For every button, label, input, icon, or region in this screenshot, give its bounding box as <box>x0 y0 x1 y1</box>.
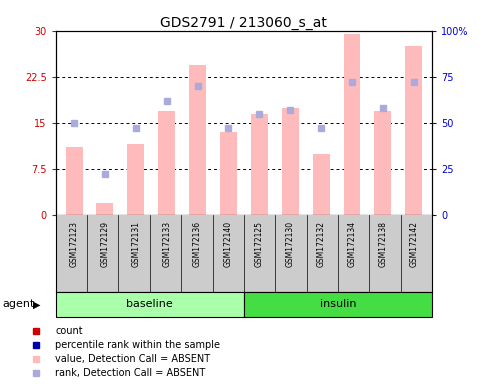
Bar <box>282 108 298 215</box>
Bar <box>313 154 329 215</box>
Bar <box>97 203 114 215</box>
Bar <box>189 65 206 215</box>
Text: GSM172140: GSM172140 <box>224 221 233 267</box>
Text: baseline: baseline <box>127 299 173 310</box>
Text: insulin: insulin <box>320 299 356 310</box>
Text: GSM172136: GSM172136 <box>193 221 202 267</box>
Bar <box>343 34 360 215</box>
Text: percentile rank within the sample: percentile rank within the sample <box>55 340 220 350</box>
Text: GSM172129: GSM172129 <box>100 221 110 267</box>
Bar <box>56 292 244 317</box>
Text: GSM172134: GSM172134 <box>347 221 356 267</box>
Bar <box>220 132 237 215</box>
Bar <box>374 111 391 215</box>
Bar <box>158 111 175 215</box>
Text: agent: agent <box>2 299 35 310</box>
Text: GSM172138: GSM172138 <box>378 221 387 267</box>
Text: GSM172142: GSM172142 <box>409 221 418 267</box>
Text: GSM172123: GSM172123 <box>70 221 79 267</box>
Text: value, Detection Call = ABSENT: value, Detection Call = ABSENT <box>55 354 211 364</box>
Text: GSM172133: GSM172133 <box>162 221 171 267</box>
Bar <box>128 144 144 215</box>
Text: GSM172125: GSM172125 <box>255 221 264 267</box>
Bar <box>244 292 432 317</box>
Title: GDS2791 / 213060_s_at: GDS2791 / 213060_s_at <box>160 16 327 30</box>
Text: GSM172131: GSM172131 <box>131 221 141 267</box>
Bar <box>251 114 268 215</box>
Bar <box>66 147 83 215</box>
Bar <box>405 46 422 215</box>
Text: ▶: ▶ <box>33 299 41 310</box>
Text: GSM172130: GSM172130 <box>286 221 295 267</box>
Text: GSM172132: GSM172132 <box>317 221 326 267</box>
Text: count: count <box>55 326 83 336</box>
Text: rank, Detection Call = ABSENT: rank, Detection Call = ABSENT <box>55 368 206 378</box>
